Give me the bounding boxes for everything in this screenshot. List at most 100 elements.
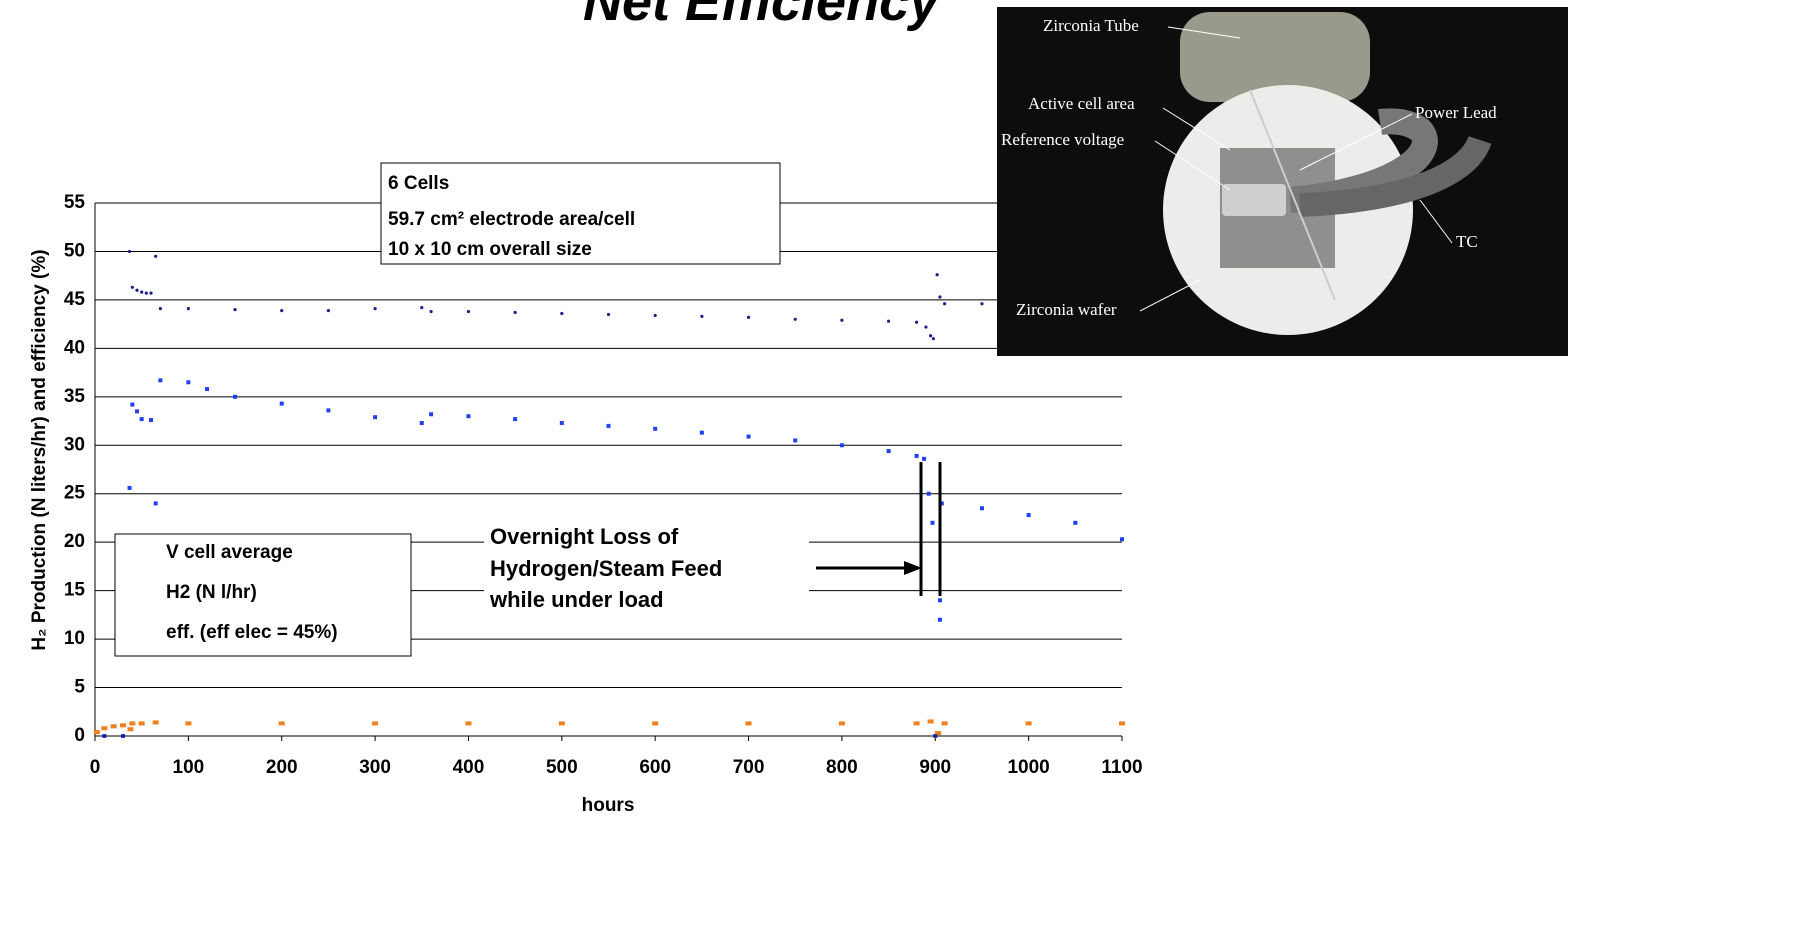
photo-label: TC (1456, 232, 1478, 251)
point (93, 730, 100, 735)
point (130, 402, 135, 407)
point (139, 417, 144, 422)
x-tick-label: 600 (639, 757, 671, 778)
y-tick-label: 25 (64, 483, 86, 504)
x-tick-label: 400 (453, 757, 485, 778)
point (373, 415, 378, 420)
point (185, 721, 192, 726)
point (838, 721, 845, 726)
photo-label: Zirconia wafer (1016, 300, 1117, 319)
chart-title: Net Efficiency (583, 0, 942, 32)
point (1119, 721, 1125, 726)
y-tick-label: 35 (64, 386, 86, 407)
point (558, 721, 565, 726)
annotation-text: Overnight Loss of (490, 524, 679, 549)
point (559, 420, 564, 425)
point (158, 307, 162, 311)
annotation-box-text: 59.7 cm² electrode area/cell (388, 209, 635, 230)
y-tick-label: 0 (74, 725, 85, 746)
point (110, 724, 117, 729)
legend-label: eff. (eff elec = 45%) (166, 622, 338, 643)
point (373, 307, 377, 311)
x-tick-label: 200 (266, 757, 298, 778)
point (149, 418, 154, 423)
point (233, 308, 237, 312)
point (1120, 537, 1124, 542)
point (1073, 520, 1078, 525)
y-tick-label: 10 (64, 628, 85, 649)
x-tick-label: 100 (173, 757, 205, 778)
point (135, 409, 140, 414)
point (140, 290, 144, 294)
photo: Zirconia Tube Active cell area Reference… (997, 7, 1568, 356)
point (326, 408, 331, 413)
point (120, 723, 127, 728)
point (929, 334, 933, 338)
point (937, 617, 942, 622)
point (466, 414, 471, 419)
y-axis-label: H₂ Production (N liters/hr) and efficien… (29, 249, 50, 650)
point (931, 337, 936, 341)
point (127, 727, 134, 732)
point (513, 417, 518, 422)
leader-line (1299, 113, 1413, 171)
leader-line (1167, 26, 1241, 39)
point (746, 315, 751, 319)
point (186, 380, 191, 385)
point (699, 430, 704, 435)
x-tick-label: 1000 (1007, 757, 1049, 778)
point (915, 320, 919, 324)
point (326, 308, 331, 313)
point (793, 317, 797, 321)
annotation-text: Hydrogen/Steam Feed (490, 556, 722, 581)
point (913, 721, 920, 726)
x-axis-label: hours (582, 795, 635, 816)
y-tick-label: 30 (64, 434, 85, 455)
legend-label: H2 (N l/hr) (166, 582, 257, 603)
point (793, 438, 798, 443)
annotation-box-text: 10 x 10 cm overall size (388, 239, 592, 260)
point (152, 720, 159, 725)
point (129, 721, 136, 726)
point (979, 506, 984, 511)
point (653, 313, 657, 318)
annotation-text: while under load (489, 587, 664, 612)
zirconia-tube (1180, 12, 1370, 102)
annotation-arrowhead (904, 561, 922, 575)
point (560, 311, 564, 316)
point (278, 721, 285, 726)
x-tick-label: 500 (546, 757, 578, 778)
leader-line (1162, 107, 1231, 151)
point (419, 420, 424, 425)
point (153, 501, 158, 506)
point (135, 288, 139, 292)
point (127, 485, 132, 490)
point (937, 598, 942, 603)
point (935, 273, 939, 277)
point (939, 501, 944, 506)
annotation-background (484, 522, 809, 614)
point (980, 302, 984, 306)
y-tick-label: 40 (64, 337, 85, 358)
photo-label: Zirconia Tube (1043, 16, 1139, 35)
point (280, 308, 284, 313)
point (1025, 721, 1032, 726)
photo-label: Reference voltage (1001, 130, 1124, 149)
point (101, 726, 108, 731)
point (943, 302, 947, 306)
x-tick-label: 300 (359, 757, 391, 778)
point (839, 443, 844, 448)
point (429, 412, 434, 417)
leader-line (1154, 140, 1231, 191)
point (886, 449, 891, 454)
point (466, 309, 471, 314)
point (886, 319, 891, 323)
x-tick-label: 900 (919, 757, 951, 778)
point (465, 721, 472, 726)
point (513, 310, 517, 315)
y-tick-label: 20 (64, 531, 85, 552)
point (653, 426, 658, 431)
point (144, 291, 148, 295)
